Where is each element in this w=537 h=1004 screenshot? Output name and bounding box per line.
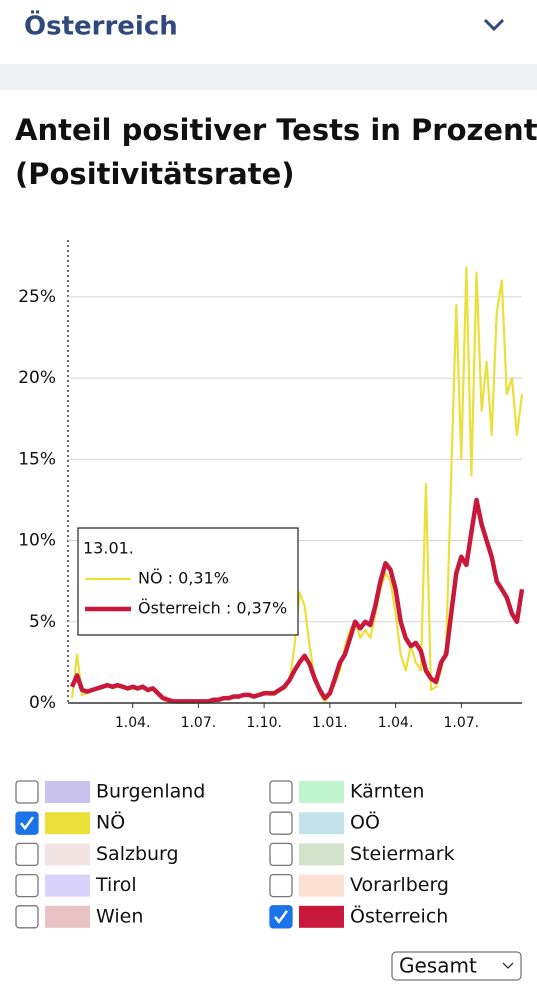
header-bar[interactable] bbox=[0, 0, 537, 64]
series-line bbox=[69, 497, 525, 704]
tooltip-box bbox=[77, 527, 299, 636]
y-tick-label: 10% bbox=[18, 531, 56, 551]
checkbox[interactable] bbox=[269, 780, 293, 804]
period-select[interactable] bbox=[391, 951, 522, 981]
y-tick-label: 15% bbox=[18, 449, 56, 469]
x-tick-label: 1.07. bbox=[444, 715, 480, 731]
y-tick-label: 5% bbox=[29, 612, 56, 632]
chevron-icon[interactable] bbox=[483, 18, 505, 32]
checkbox[interactable] bbox=[15, 873, 39, 898]
tooltip-entry: Österreich : 0,37% bbox=[138, 599, 287, 618]
tooltip-entry: NÖ : 0,31% bbox=[138, 569, 229, 588]
select-arrow[interactable] bbox=[502, 962, 514, 969]
x-tick-label: 1.01. bbox=[312, 715, 348, 731]
header-title[interactable]: Österreich bbox=[24, 9, 178, 42]
x-tick-label: 1.04. bbox=[115, 715, 151, 731]
chart-title: Anteil positiver Tests in Prozent (Positi… bbox=[15, 113, 537, 191]
header-shadow bbox=[0, 64, 537, 90]
legend-swatch[interactable] bbox=[45, 781, 90, 803]
legend-swatch[interactable] bbox=[45, 874, 90, 897]
x-tick-label: 1.10. bbox=[246, 715, 282, 731]
legend-swatch[interactable] bbox=[299, 874, 344, 897]
checkbox[interactable] bbox=[15, 842, 39, 867]
checkbox[interactable] bbox=[269, 905, 293, 929]
legend-label[interactable]: Salzburg bbox=[96, 843, 179, 865]
checkbox[interactable] bbox=[15, 811, 39, 835]
legend-label[interactable]: Steiermark bbox=[350, 843, 455, 865]
checkbox[interactable] bbox=[269, 811, 293, 835]
legend-label[interactable]: Burgenland bbox=[96, 781, 205, 803]
y-tick-label: 25% bbox=[18, 287, 56, 307]
legend-label[interactable]: Tirol bbox=[95, 874, 137, 896]
legend-swatch[interactable] bbox=[45, 812, 90, 835]
y-tick-label: 0% bbox=[29, 693, 56, 713]
legend-swatch[interactable] bbox=[299, 781, 344, 803]
legend-label[interactable]: OÖ bbox=[350, 811, 380, 834]
legend-label[interactable]: NÖ bbox=[96, 811, 125, 834]
checkbox[interactable] bbox=[15, 905, 39, 929]
y-tick-label: 20% bbox=[18, 368, 56, 388]
legend-swatch[interactable] bbox=[299, 905, 344, 928]
legend-swatch[interactable] bbox=[45, 843, 90, 866]
x-tick-label: 1.04. bbox=[378, 715, 414, 731]
x-tick-label: 1.07. bbox=[181, 715, 217, 731]
period-select-value[interactable]: Gesamt bbox=[399, 954, 477, 978]
legend-label[interactable]: Wien bbox=[96, 905, 143, 927]
tooltip-date: 13.01. bbox=[83, 539, 134, 558]
checkbox[interactable] bbox=[269, 842, 293, 867]
legend-label[interactable]: Kärnten bbox=[350, 781, 424, 803]
legend-label[interactable]: Vorarlberg bbox=[350, 874, 449, 896]
checkbox[interactable] bbox=[269, 873, 293, 898]
legend-swatch[interactable] bbox=[299, 843, 344, 866]
legend-swatch[interactable] bbox=[299, 812, 344, 835]
check-mark[interactable] bbox=[274, 910, 289, 924]
legend-swatch[interactable] bbox=[45, 905, 90, 928]
legend-label[interactable]: Österreich bbox=[350, 904, 448, 927]
checkbox[interactable] bbox=[15, 780, 39, 804]
check-mark[interactable] bbox=[20, 816, 35, 831]
series-line bbox=[70, 266, 524, 705]
